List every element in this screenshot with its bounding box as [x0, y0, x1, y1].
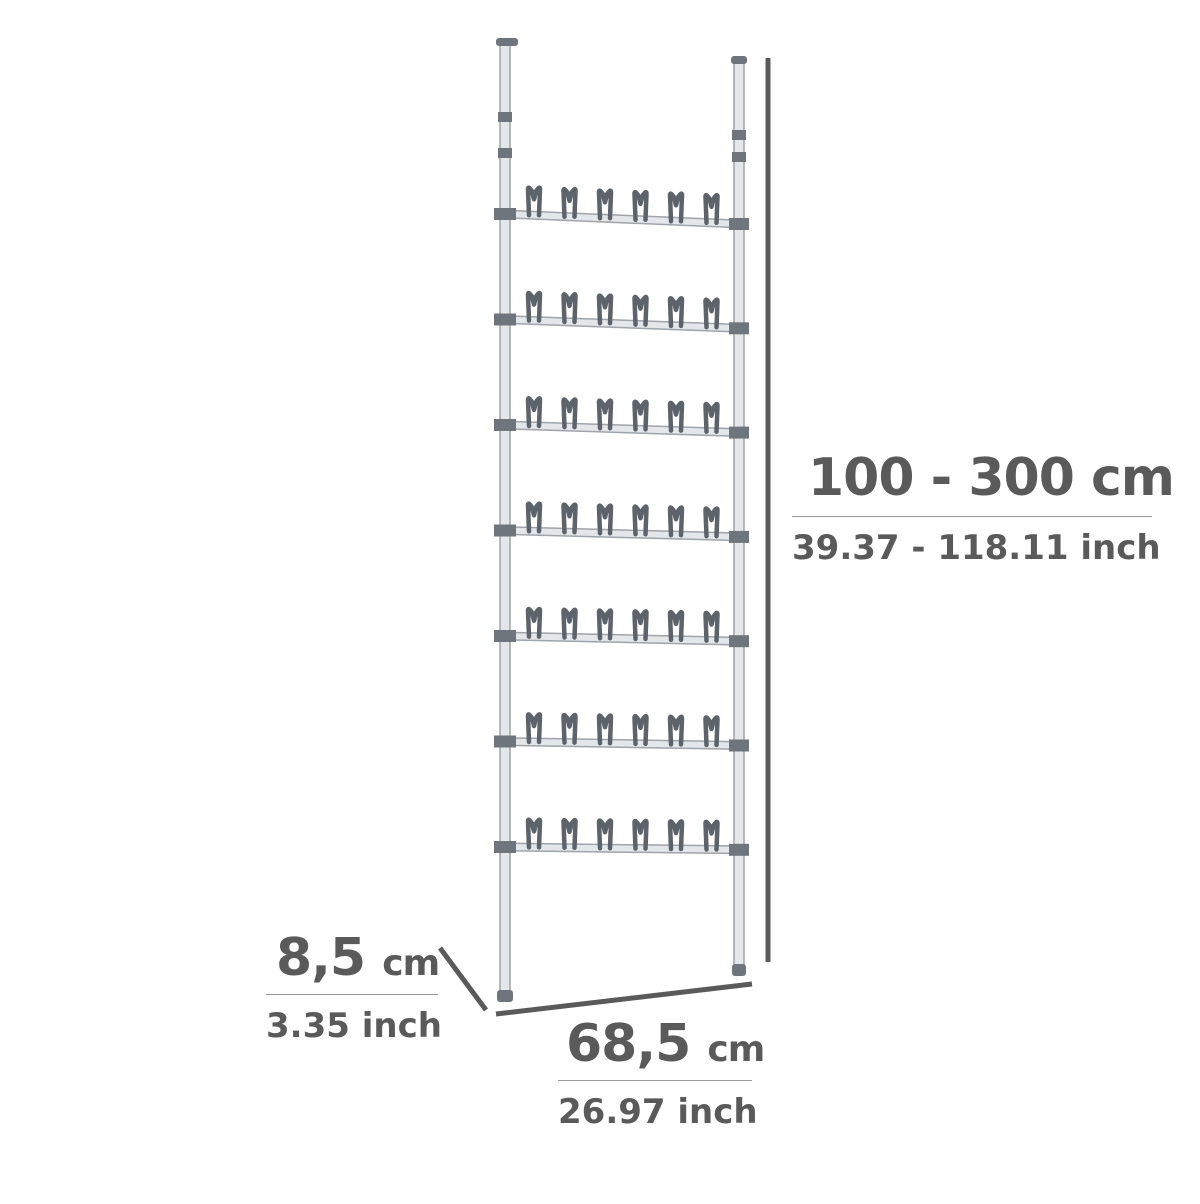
shoe-hook — [703, 506, 720, 539]
rack-bar-rod-highlight — [503, 844, 741, 853]
shoe-hook — [703, 610, 720, 643]
rack-bar — [494, 185, 749, 230]
shoe-hook — [525, 501, 543, 534]
rack-bar-right-connector — [729, 843, 749, 856]
shoe-hook — [703, 297, 720, 330]
rack-bar-rod-highlight — [503, 738, 741, 749]
rack-bar-rod-highlight — [503, 422, 741, 436]
racks — [494, 185, 749, 856]
shoe-hook — [667, 714, 685, 747]
rack-bar-left-connector — [494, 313, 516, 326]
right-pole-clamp — [732, 152, 746, 162]
shoe-hook — [561, 712, 578, 745]
rack-bar — [494, 290, 749, 335]
width-metric-label: 68,5 cm — [566, 1014, 765, 1074]
shoe-hook — [667, 505, 685, 538]
rack-bar-left-connector — [494, 735, 516, 748]
depth-imperial-label: 3.35 inch — [266, 1006, 442, 1046]
rack-bar-right-connector — [729, 322, 749, 335]
left-pole-foot — [497, 990, 513, 1002]
shoe-hook — [596, 713, 614, 746]
rack-bar — [494, 606, 749, 648]
shoe-hook — [596, 818, 614, 851]
shoe-hook — [632, 189, 649, 223]
rack-bar — [494, 817, 749, 856]
rack-bar-left-connector — [494, 208, 516, 220]
height-imperial-label: 39.37 - 118.11 inch — [792, 528, 1161, 568]
shoe-hook — [561, 607, 578, 640]
rack-bar — [494, 396, 749, 439]
width-dimension-line — [495, 981, 753, 1017]
shoe-hook — [667, 296, 685, 329]
shoe-hook — [525, 185, 543, 218]
rack-bar-left-connector — [494, 524, 516, 537]
rack-bar — [494, 712, 749, 752]
shoe-hook — [561, 817, 578, 851]
left-pole-top-cap — [496, 38, 518, 46]
shoe-hook — [596, 503, 614, 536]
dimension-lines — [437, 58, 771, 1017]
left-pole-clamp — [498, 112, 512, 122]
rack-bar-right-connector — [729, 426, 749, 439]
depth-metric-number: 8,5 — [276, 928, 366, 988]
rack-bar-rod-highlight — [503, 316, 741, 332]
rack-bar-right-connector — [729, 218, 749, 230]
shoe-hook — [632, 504, 649, 537]
shoe-hook — [632, 399, 649, 432]
rack-bar-left-connector — [494, 419, 516, 431]
shoe-hook — [596, 188, 614, 221]
shoe-hook — [632, 609, 649, 642]
width-divider — [558, 1080, 752, 1081]
depth-dimension-line — [437, 946, 489, 1012]
rack-bar-right-connector — [729, 635, 749, 648]
rack-bar-rod-highlight — [503, 633, 741, 645]
width-metric-number: 68,5 — [566, 1014, 691, 1074]
rack-bar-right-connector — [729, 739, 749, 752]
shoe-hook — [703, 192, 720, 226]
shoe-hook — [561, 292, 578, 325]
shoe-hook — [525, 396, 543, 429]
shoe-hook — [525, 712, 543, 745]
shoe-hook — [703, 819, 720, 852]
rack-bar-rod-highlight — [503, 527, 741, 540]
width-metric-unit: cm — [707, 1029, 765, 1070]
shoe-hook — [667, 400, 685, 433]
depth-metric-label: 8,5 cm — [276, 928, 440, 988]
rack-bar-right-connector — [729, 530, 749, 543]
height-divider — [792, 516, 1152, 517]
height-metric-label: 100 - 300 cm — [808, 448, 1175, 508]
shoe-hook — [525, 817, 543, 850]
rack-bar-left-connector — [494, 841, 516, 853]
shoe-hook — [561, 502, 578, 535]
shoe-hook — [596, 293, 614, 326]
shoe-hook — [632, 713, 649, 747]
rack-bar — [494, 501, 749, 543]
depth-divider — [266, 994, 438, 995]
right-pole — [733, 61, 745, 971]
shoe-hook — [667, 191, 685, 224]
rack-bar-rod-highlight — [503, 211, 741, 227]
shoe-hook — [596, 608, 614, 641]
right-pole-top-cap — [731, 56, 747, 64]
rack-bar-left-connector — [494, 630, 516, 642]
shoe-hook — [703, 715, 720, 748]
shoe-hook — [561, 186, 578, 220]
left-pole-clamp — [498, 148, 512, 158]
width-imperial-label: 26.97 inch — [558, 1092, 758, 1132]
shoe-hook — [632, 818, 649, 851]
right-pole-foot — [732, 964, 746, 976]
shoe-hook — [667, 609, 685, 643]
shoe-hook — [596, 398, 614, 431]
poles — [496, 38, 747, 1002]
shoe-hook — [703, 401, 720, 434]
depth-metric-unit: cm — [382, 943, 440, 984]
shoe-hook — [667, 819, 685, 852]
shoe-hook — [525, 290, 543, 323]
shoe-hook — [525, 606, 543, 639]
shoe-hook — [561, 397, 578, 430]
right-pole-clamp — [732, 130, 746, 140]
shoe-hook — [632, 294, 649, 327]
